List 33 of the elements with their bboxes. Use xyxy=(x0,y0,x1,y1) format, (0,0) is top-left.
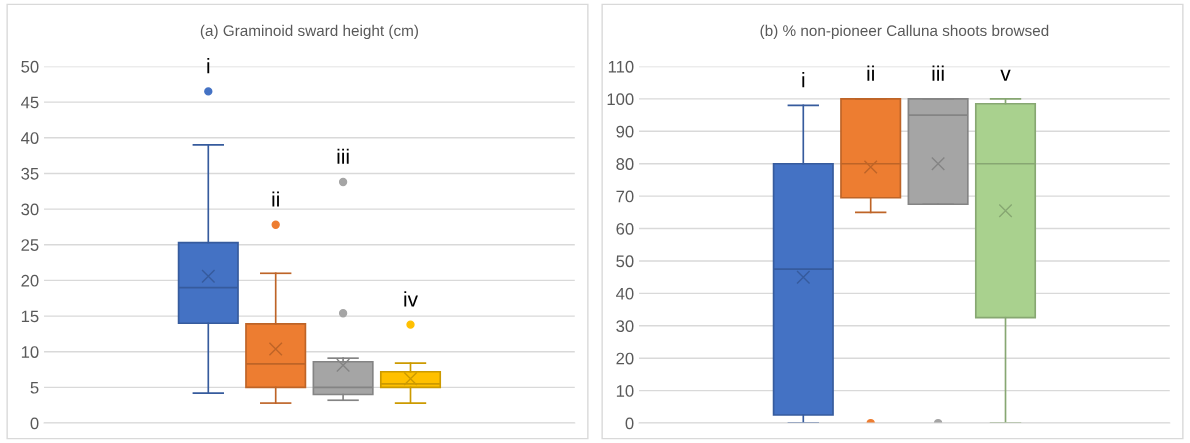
y-tick-label: 35 xyxy=(21,167,39,180)
y-tick-label: 70 xyxy=(616,190,634,203)
y-tick-label: 25 xyxy=(21,239,39,251)
annotation: ii xyxy=(272,191,279,207)
y-tick-label: 0 xyxy=(625,417,634,430)
annotation: i xyxy=(802,72,805,88)
chart-title: (a) Graminoid sward height (cm) xyxy=(200,24,418,40)
y-tick-label: 15 xyxy=(21,310,39,323)
annotation: iv xyxy=(404,291,418,307)
annotation: iii xyxy=(337,148,349,164)
y-tick-label: 50 xyxy=(21,60,39,73)
y-tick-label: 20 xyxy=(616,352,634,365)
annotation: v xyxy=(1000,69,1011,81)
y-tick-label: 40 xyxy=(616,287,634,300)
annotation: ii xyxy=(867,65,874,81)
y-tick-label: 110 xyxy=(608,60,634,73)
y-tick-label: 50 xyxy=(616,255,634,268)
annotation: i xyxy=(207,58,210,74)
y-tick-label: 20 xyxy=(21,274,39,287)
y-tick-label: 5 xyxy=(30,381,39,394)
y-tick-label: 100 xyxy=(607,93,634,106)
y-tick-label: 40 xyxy=(21,132,39,144)
y-tick-label: 10 xyxy=(21,346,39,358)
annotation: iii xyxy=(932,65,944,81)
y-tick-label: 45 xyxy=(21,96,39,109)
y-tick-label: 80 xyxy=(616,158,634,170)
y-tick-label: 60 xyxy=(616,222,634,235)
y-tick-label: 90 xyxy=(616,125,634,138)
y-tick-label: 0 xyxy=(30,417,39,430)
y-tick-label: 10 xyxy=(616,385,634,397)
y-tick-label: 30 xyxy=(616,320,634,333)
chart-title: (b) % non-pioneer Calluna shoots browsed xyxy=(760,24,1049,40)
y-tick-label: 30 xyxy=(21,203,39,216)
